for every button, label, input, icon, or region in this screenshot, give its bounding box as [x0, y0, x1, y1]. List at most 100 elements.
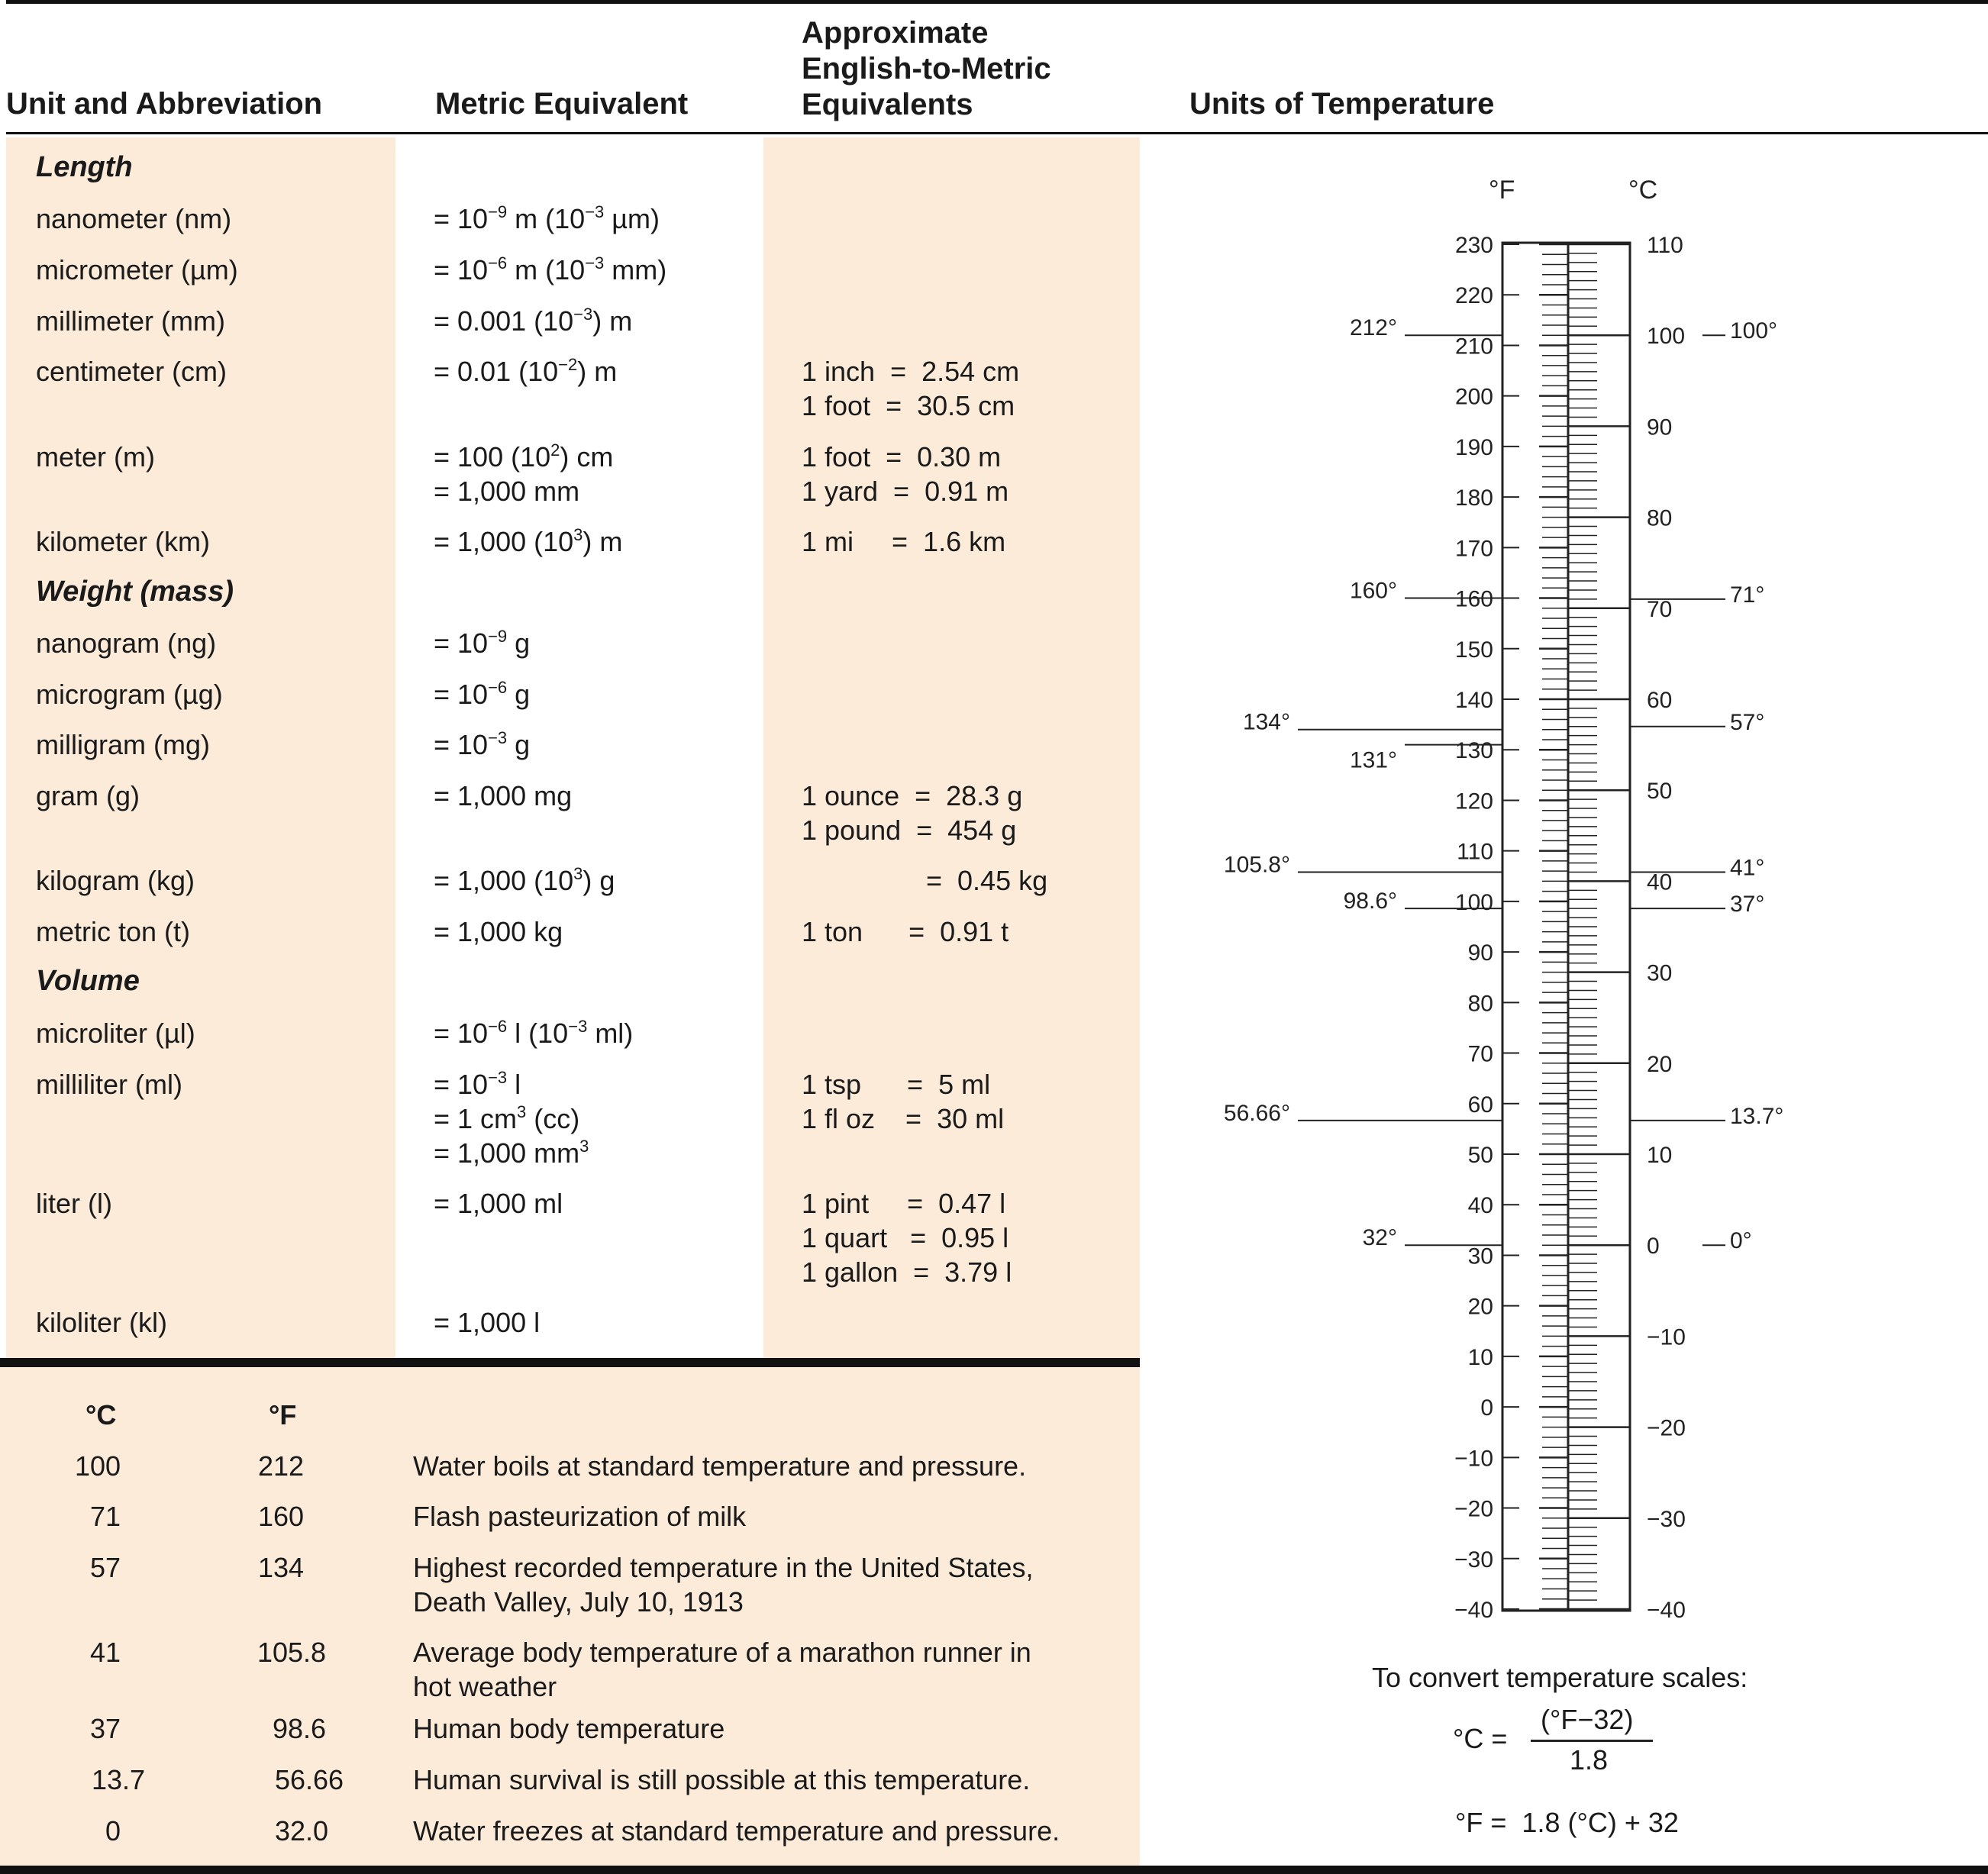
f-marker-label: 212° — [1350, 315, 1397, 340]
c-marker-label: 37° — [1730, 892, 1764, 917]
c-marker-label: 13.7° — [1730, 1104, 1783, 1129]
metric-gram: = 1,000 mg — [434, 780, 573, 811]
c-marker-label: 100° — [1730, 318, 1777, 344]
f-tick-label: 80 — [1468, 991, 1493, 1016]
f-tick-label: 210 — [1455, 334, 1493, 359]
section-rule — [0, 1358, 1140, 1367]
temp-row-6-desc: Human survival is still possible at this… — [413, 1764, 1031, 1795]
approx-gram-2: 1 pound = 454 g — [802, 814, 1017, 846]
celsius-formula-denominator: 1.8 — [1570, 1744, 1609, 1776]
unit-meter: meter (m) — [36, 441, 155, 473]
f-tick-label: 0 — [1480, 1395, 1493, 1421]
temp-row-1-f: 212 — [257, 1450, 305, 1482]
temp-row-3-f: 134 — [257, 1552, 305, 1583]
temp-row-4-desc-2: hot weather — [413, 1671, 557, 1702]
c-tick-label: 50 — [1647, 779, 1672, 804]
approx-liter-2: 1 quart = 0.95 l — [802, 1222, 1009, 1253]
f-marker-label: 131° — [1350, 748, 1397, 773]
celsius-formula-lhs: °C = — [1453, 1723, 1508, 1754]
metric-milliliter-1: = 10−3 l — [434, 1068, 521, 1100]
temp-table-panel — [0, 1367, 1140, 1866]
celsius-formula-numerator: (°F−32) — [1541, 1704, 1634, 1735]
bottom-rule — [0, 1866, 1988, 1874]
metric-milliliter-2: = 1 cm3 (cc) — [434, 1102, 580, 1134]
f-tick-label: 20 — [1468, 1295, 1493, 1320]
c-marker-label: 71° — [1730, 582, 1764, 608]
metric-metric-ton: = 1,000 kg — [434, 916, 563, 947]
f-tick-label: 90 — [1468, 940, 1493, 966]
temp-row-6-f: 56.66 — [274, 1764, 344, 1795]
approx-gram-1: 1 ounce = 28.3 g — [802, 780, 1023, 811]
f-tick-label: 30 — [1468, 1243, 1493, 1269]
unit-column-panel — [6, 137, 395, 1359]
c-tick-label: 0 — [1647, 1234, 1660, 1259]
f-tick-label: −30 — [1454, 1547, 1493, 1572]
temp-row-2-desc: Flash pasteurization of milk — [413, 1501, 747, 1532]
metric-microgram: = 10−6 g — [434, 678, 531, 710]
temp-row-5-c: 37 — [89, 1713, 121, 1744]
temp-row-6-c: 13.7 — [91, 1764, 146, 1795]
c-marker-label: 57° — [1730, 710, 1764, 735]
f-tick-label: −20 — [1454, 1497, 1493, 1522]
thermometer-body — [1501, 241, 1631, 1612]
metric-liter: = 1,000 ml — [434, 1188, 563, 1219]
f-marker-label: 32° — [1363, 1225, 1397, 1250]
c-tick-label: 70 — [1647, 597, 1672, 622]
temp-row-2-c: 71 — [89, 1501, 121, 1532]
approx-centimeter-2: 1 foot = 30.5 cm — [802, 390, 1015, 421]
unit-gram: gram (g) — [36, 780, 140, 811]
temp-row-4-c: 41 — [89, 1637, 121, 1668]
approx-column-panel — [763, 137, 1140, 1359]
metric-kilometer: = 1,000 (103) m — [434, 525, 623, 557]
approx-metric-ton: 1 ton = 0.91 t — [802, 916, 1009, 947]
c-tick-label: 110 — [1647, 233, 1683, 258]
f-tick-label: 130 — [1455, 738, 1493, 763]
temp-row-5-f: 98.6 — [272, 1713, 327, 1744]
c-tick-label: −40 — [1647, 1598, 1686, 1623]
c-tick-label: −20 — [1647, 1416, 1686, 1441]
unit-kilogram: kilogram (kg) — [36, 865, 195, 896]
header-approx-2: English-to-Metric — [802, 52, 1051, 85]
conversion-title: To convert temperature scales: — [1372, 1662, 1748, 1693]
temp-row-4-desc: Average body temperature of a marathon r… — [413, 1637, 1031, 1668]
c-tick-label: 100 — [1647, 324, 1685, 349]
approx-kilometer: 1 mi = 1.6 km — [802, 526, 1006, 557]
c-tick-label: 90 — [1647, 414, 1672, 440]
f-tick-label: 40 — [1468, 1193, 1493, 1218]
f-tick-label: −10 — [1454, 1446, 1493, 1471]
temp-row-7-c: 0 — [105, 1815, 121, 1847]
metric-kiloliter: = 1,000 l — [434, 1307, 541, 1338]
section-volume: Volume — [36, 965, 140, 997]
approx-kilogram: = 0.45 kg — [926, 865, 1048, 896]
celsius-axis-label: °C — [1628, 176, 1657, 205]
header-rule — [6, 132, 1988, 134]
metric-kilogram: = 1,000 (103) g — [434, 864, 615, 896]
temp-row-4-f: 105.8 — [257, 1637, 327, 1668]
unit-milliliter: milliliter (ml) — [36, 1069, 182, 1100]
f-tick-label: 160 — [1455, 587, 1493, 612]
f-tick-label: 220 — [1455, 283, 1493, 308]
f-tick-label: 110 — [1457, 840, 1493, 865]
c-tick-label: 30 — [1647, 961, 1672, 986]
temp-row-2-f: 160 — [257, 1501, 305, 1532]
f-tick-label: 140 — [1455, 688, 1493, 713]
metric-meter-1: = 100 (102) cm — [434, 440, 614, 473]
unit-nanometer: nanometer (nm) — [36, 203, 232, 234]
approx-milliliter-2: 1 fl oz = 30 ml — [802, 1103, 1005, 1134]
f-tick-label: 70 — [1468, 1042, 1493, 1067]
unit-microliter: microliter (µl) — [36, 1018, 195, 1049]
metric-micrometer: = 10−6 m (10−3 mm) — [434, 253, 667, 285]
unit-centimeter: centimeter (cm) — [36, 356, 228, 387]
thermometer-scale: 2302202102001901801701601501401301201101… — [1224, 176, 1783, 1623]
header-unit: Unit and Abbreviation — [6, 87, 323, 121]
header-metric: Metric Equivalent — [435, 87, 689, 121]
f-tick-label: 120 — [1455, 789, 1493, 814]
header-temperature: Units of Temperature — [1189, 87, 1495, 121]
approx-liter-1: 1 pint = 0.47 l — [802, 1188, 1006, 1219]
c-tick-label: −30 — [1647, 1507, 1686, 1532]
unit-metric-ton: metric ton (t) — [36, 916, 191, 947]
f-marker-label: 56.66° — [1224, 1101, 1290, 1126]
f-tick-label: 170 — [1455, 536, 1493, 561]
unit-millimeter: millimeter (mm) — [36, 305, 225, 337]
metric-milligram: = 10−3 g — [434, 728, 531, 760]
